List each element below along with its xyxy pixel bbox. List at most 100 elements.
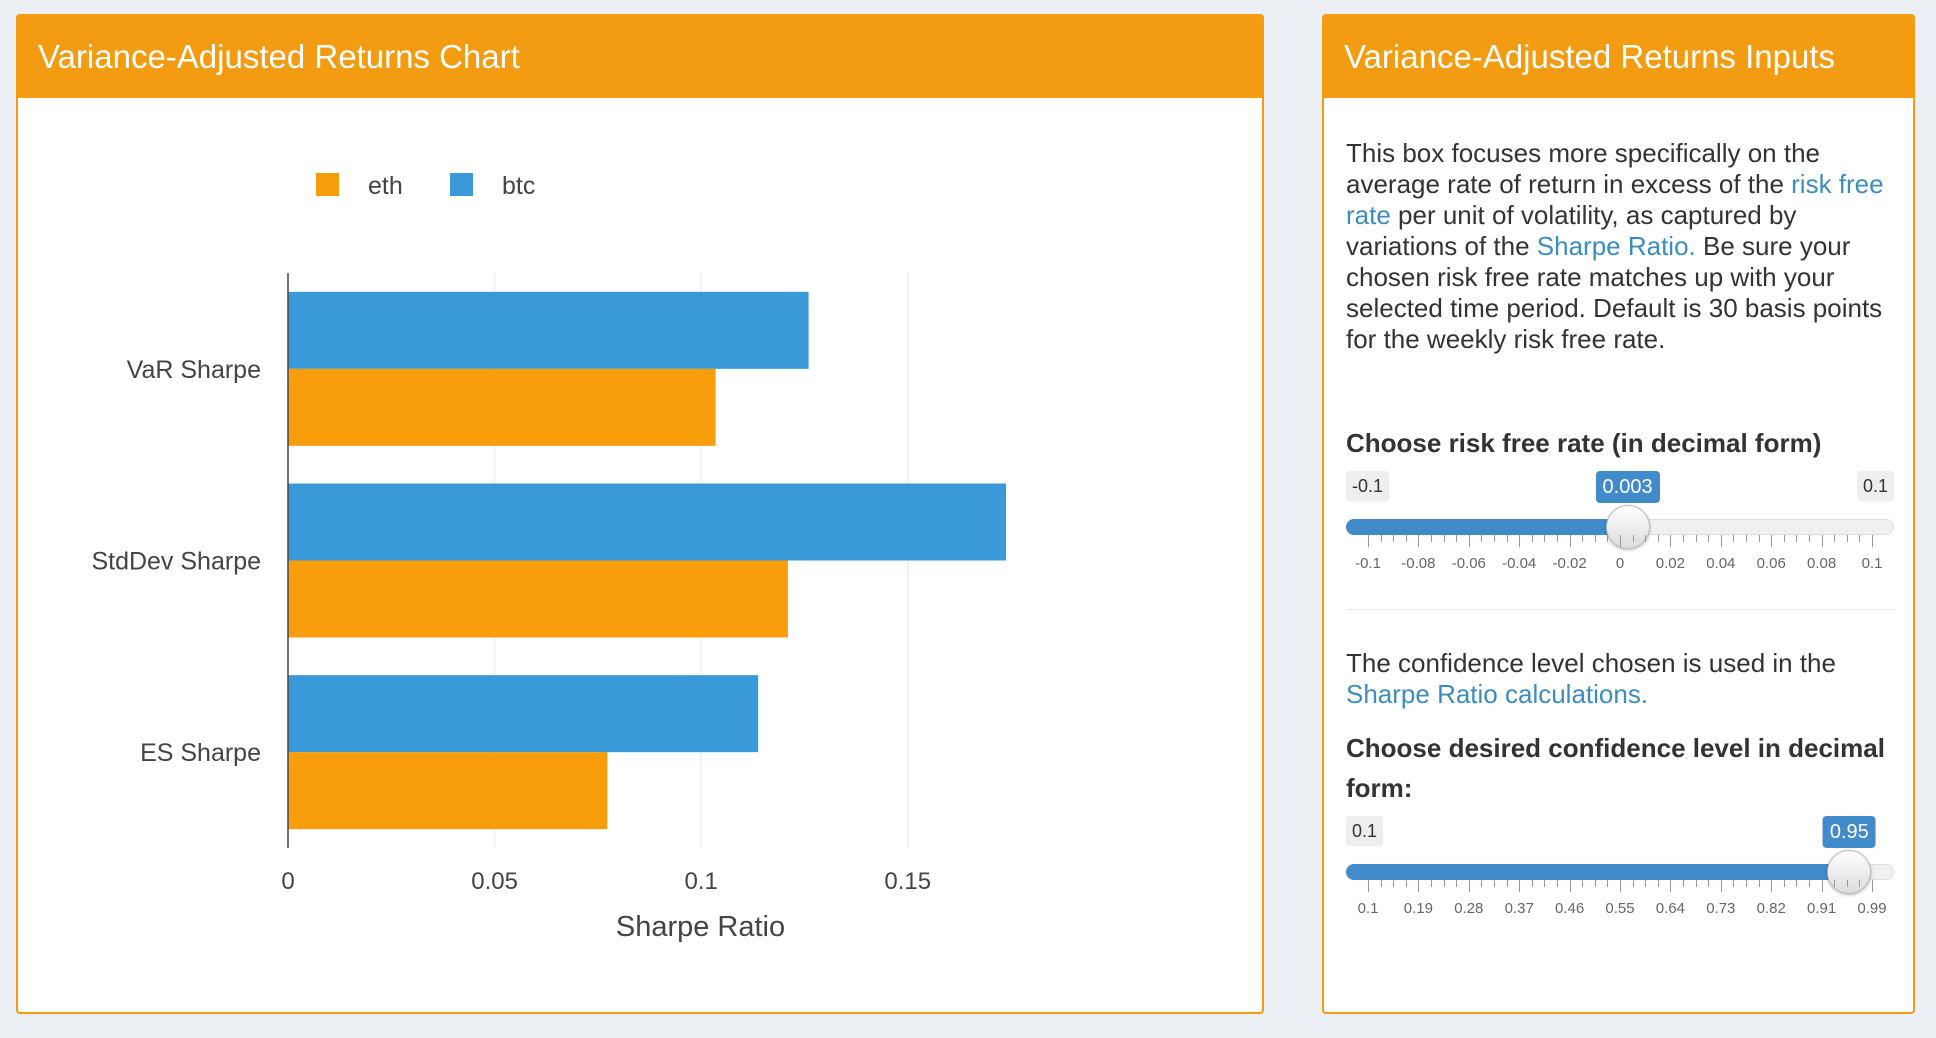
slider-tick [1645, 880, 1647, 887]
confidence-paragraph: The confidence level chosen is used in t… [1346, 648, 1896, 710]
slider-tick [1733, 880, 1735, 887]
slider-tick [1834, 535, 1836, 542]
x-tick-label: 0 [281, 868, 294, 895]
slider-tick-label: 0.64 [1655, 900, 1685, 917]
slider-tick [1418, 535, 1420, 547]
slider-tick [1708, 880, 1710, 887]
bar-btc [288, 291, 809, 369]
slider-tick [1683, 880, 1684, 887]
slider-tick [1607, 535, 1609, 542]
slider-tick [1632, 535, 1634, 542]
slider-tick [1481, 535, 1483, 542]
slider-tick [1758, 880, 1760, 887]
slider-tick [1405, 880, 1407, 887]
confidence-text: The confidence level chosen is used in t… [1346, 648, 1836, 678]
slider-tick [1720, 535, 1722, 547]
slider-tick-label: 0.08 [1806, 555, 1837, 572]
slider-tick [1796, 880, 1798, 887]
slider-tick [1544, 535, 1546, 542]
slider-value-label: 0.003 [1595, 471, 1660, 503]
slider-fill [1346, 864, 1850, 880]
confidence-level-label: Choose desired confidence level in decim… [1346, 733, 1885, 803]
slider-tick-label: 0.02 [1655, 555, 1685, 572]
slider-tick [1380, 880, 1382, 887]
slider-ticks: 0.1 0.19 0.28 0.37 0.46 0.55 0.64 0.73 0.82 0.91 0… [1346, 880, 1894, 920]
x-tick-label: 0.05 [471, 868, 518, 895]
chart-box-title: Variance-Adjusted Returns Chart [18, 16, 1262, 98]
slider-tick [1431, 880, 1432, 887]
slider-tick [1380, 535, 1382, 542]
slider-tick [1846, 880, 1848, 887]
slider-tick [1443, 535, 1445, 542]
slider-tick [1783, 880, 1785, 887]
slider-tick [1456, 880, 1458, 887]
slider-tick-label: 0.37 [1504, 900, 1534, 917]
confidence-level-slider[interactable]: 0.1 0.95 0.1 0.19 0.28 0.37 0.46 0.55 0.64 0.73… [1346, 816, 1894, 917]
slider-tick [1368, 535, 1369, 547]
category-label: ES Sharpe [140, 739, 261, 767]
slider-tick [1620, 535, 1621, 547]
slider-tick [1393, 880, 1395, 887]
sharpe-ratio-link[interactable]: Sharpe Ratio. [1536, 231, 1696, 261]
slider-tick [1607, 880, 1609, 887]
slider-tick [1670, 880, 1672, 892]
slider-tick-label: -0.06 [1451, 555, 1486, 572]
slider-tick [1771, 535, 1773, 547]
slider-tick [1569, 535, 1571, 547]
risk-free-rate-slider[interactable]: -0.1 0.1 0.003 -0.1 -0.08 -0.06 -0.04 -0.02 0… [1346, 471, 1894, 572]
slider-tick-label: -0.08 [1401, 555, 1436, 572]
bar-btc [288, 483, 1007, 561]
slider-tick [1418, 880, 1420, 892]
slider-tick-label: 0.82 [1756, 900, 1786, 917]
slider-tick [1519, 880, 1521, 892]
slider-tick [1405, 535, 1407, 542]
risk-free-rate-label: Choose risk free rate (in decimal form) [1346, 428, 1822, 458]
slider-value-label: 0.95 [1822, 816, 1876, 848]
slider-tick-label: 0.99 [1857, 900, 1887, 917]
slider-tick-label: 0.73 [1706, 900, 1736, 917]
slider-tick [1582, 880, 1584, 887]
slider-tick-label: 0.06 [1756, 555, 1786, 572]
legend-swatch-eth [316, 173, 339, 196]
bar-eth [288, 368, 716, 446]
slider-tick-label: -0.04 [1502, 555, 1537, 572]
slider-tick [1859, 535, 1861, 542]
slider-tick [1695, 535, 1697, 542]
category-label: VaR Sharpe [127, 356, 261, 384]
sharpe-ratio-chart: VaR Sharpe StdDev Sharpe ES Sharpe 0 0.05 0.1… [91, 172, 1007, 943]
risk-free-rate-link[interactable]: risk free rate [1346, 169, 1884, 230]
slider-tick [1695, 880, 1697, 887]
slider-handle[interactable] [1605, 505, 1650, 549]
slider-tick-label: 0.55 [1605, 900, 1635, 917]
bar-btc [288, 675, 759, 753]
slider-tick [1670, 535, 1672, 547]
slider-tick [1746, 880, 1747, 887]
slider-min-label: -0.1 [1346, 471, 1390, 501]
slider-min-label: 0.1 [1346, 816, 1384, 846]
slider-tick [1708, 535, 1710, 542]
sharpe-ratio-calculations-link[interactable]: Sharpe Ratio calculations. [1346, 679, 1649, 709]
slider-tick-label: 0.91 [1806, 900, 1837, 917]
slider-tick [1746, 535, 1747, 542]
intro-text-3: Be sure your chosen risk free rate match… [1346, 231, 1883, 354]
slider-tick [1481, 880, 1483, 887]
slider-tick [1683, 535, 1684, 542]
slider-tick [1456, 535, 1458, 542]
x-tick-label: 0.15 [884, 868, 931, 895]
slider-tick [1368, 880, 1369, 892]
bar-eth [288, 752, 608, 830]
slider-tick [1494, 535, 1495, 542]
slider-tick-label: 0.04 [1706, 555, 1736, 572]
slider-tick [1657, 880, 1659, 887]
slider-tick [1468, 535, 1470, 547]
slider-tick [1733, 535, 1735, 542]
slider-tick [1557, 535, 1558, 542]
slider-tick [1468, 880, 1470, 892]
bar-eth [288, 560, 788, 638]
slider-tick-label: 0.1 [1861, 555, 1883, 572]
slider-tick [1531, 535, 1533, 542]
slider-tick [1657, 535, 1659, 542]
slider-tick [1569, 880, 1571, 892]
slider-fill [1346, 519, 1628, 535]
slider-tick [1771, 880, 1773, 892]
